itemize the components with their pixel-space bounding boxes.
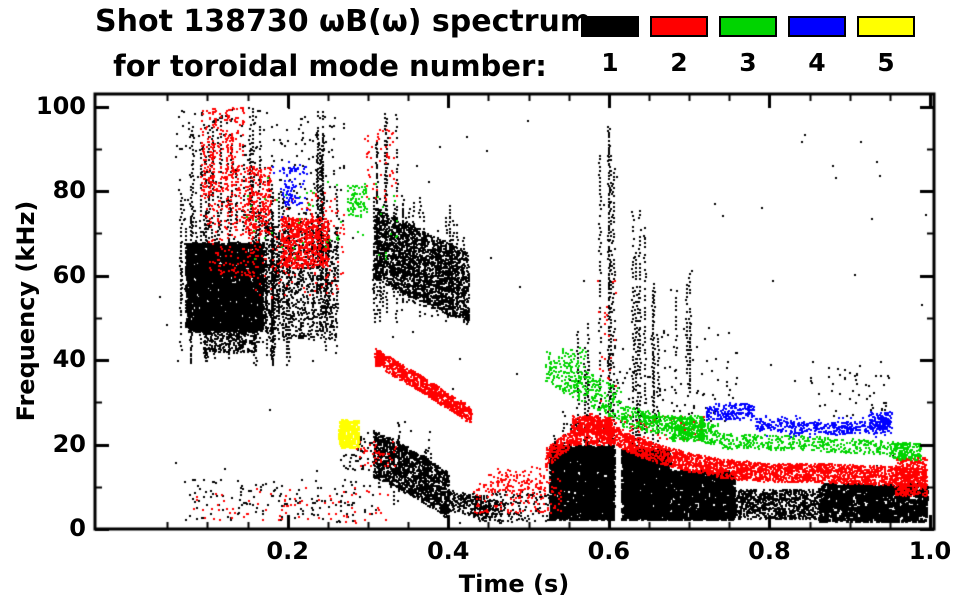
y-axis-label: Frequency (kHz) [12, 200, 40, 422]
x-tick-label: 0.6 [587, 537, 631, 565]
y-tick-label: 40 [52, 345, 86, 374]
y-tick-label: 100 [35, 91, 86, 120]
x-tick-label: 0.2 [266, 537, 309, 565]
y-tick-label: 0 [69, 514, 86, 542]
x-tick-label: 0.8 [748, 537, 791, 565]
y-tick-label: 60 [52, 260, 86, 289]
x-axis-label: Time (s) [458, 570, 570, 598]
x-tick-label: 1.0 [908, 537, 952, 565]
y-tick-label: 20 [52, 429, 86, 458]
x-tick-label: 0.4 [426, 537, 470, 565]
y-tick-label: 80 [52, 176, 86, 205]
